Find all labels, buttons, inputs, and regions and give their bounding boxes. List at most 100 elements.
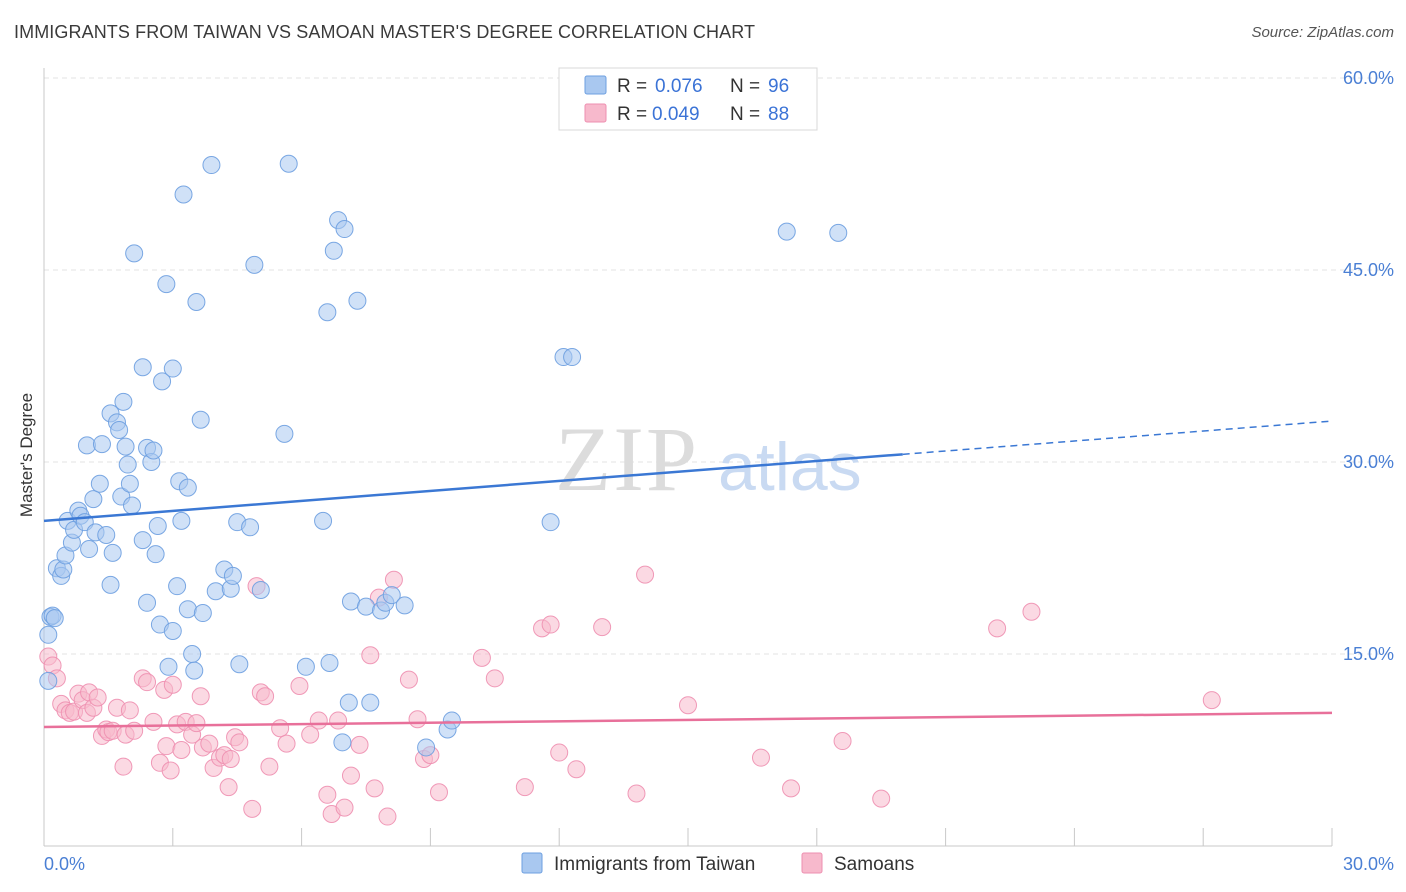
samoan-trend-line [43, 711, 1333, 729]
samoan-point [541, 615, 560, 634]
taiwan-point [183, 645, 202, 663]
taiwan-point [168, 577, 187, 596]
taiwan-point [341, 592, 360, 611]
taiwan-point [178, 600, 197, 619]
taiwan-point [339, 693, 358, 712]
samoan-point [627, 784, 646, 803]
samoan-point [144, 712, 163, 731]
taiwan-point [202, 156, 221, 175]
samoan-point [335, 798, 354, 817]
samoan-point [384, 570, 403, 589]
samoan-point [515, 778, 534, 797]
taiwan-point [395, 596, 414, 615]
taiwan-point [144, 441, 163, 460]
samoan-point [350, 735, 369, 754]
taiwan-point [314, 511, 333, 530]
taiwan-point [172, 511, 191, 530]
samoan-point [200, 734, 219, 753]
samoan-point [567, 760, 586, 779]
series-legend: Immigrants from Taiwan Samoans [521, 852, 914, 875]
taiwan-point [318, 303, 337, 322]
taiwan-point [159, 657, 178, 676]
taiwan-point [77, 436, 96, 455]
samoan-point [301, 725, 320, 744]
x-tick-label-max: 30.0% [1343, 854, 1394, 874]
samoan-point [872, 789, 891, 808]
legend-n-value-taiwan: 96 [768, 76, 789, 97]
samoan-point [550, 743, 569, 762]
samoan-point [163, 675, 182, 694]
samoan-point [243, 799, 262, 818]
taiwan-point [157, 275, 176, 294]
samoan-point [277, 734, 296, 753]
taiwan-point [114, 392, 133, 411]
watermark-zip: ZIP [555, 408, 699, 510]
taiwan-point [163, 621, 182, 640]
samoan-point [138, 673, 157, 692]
taiwan-point [541, 513, 560, 532]
samoan-point [341, 766, 360, 785]
samoan-point [191, 687, 210, 706]
samoan-point [221, 749, 240, 768]
taiwan-point [279, 154, 298, 173]
taiwan-point [120, 474, 139, 493]
samoan-point [988, 619, 1007, 638]
taiwan-point [174, 185, 193, 204]
taiwan-point [324, 241, 343, 260]
samoan-point [318, 785, 337, 804]
taiwan-point [829, 223, 848, 242]
taiwan-point [187, 293, 206, 311]
samoan-point [1022, 602, 1041, 621]
taiwan-point [191, 410, 210, 429]
samoan-point [187, 714, 206, 733]
taiwan-point [153, 372, 172, 391]
taiwan-point [80, 540, 99, 559]
taiwan-point [251, 581, 270, 599]
taiwan-point [84, 490, 103, 509]
taiwan-point [103, 543, 122, 562]
samoan-point [161, 761, 180, 780]
taiwan-point [296, 657, 315, 676]
samoan-point [485, 669, 504, 688]
samoan-point [290, 677, 309, 695]
samoan-point [833, 732, 852, 751]
taiwan-point [123, 496, 142, 515]
series-legend-swatch-taiwan [521, 852, 543, 874]
taiwan-point [382, 586, 401, 605]
taiwan-series [39, 154, 848, 757]
taiwan-point [417, 738, 436, 757]
taiwan-point [275, 424, 294, 443]
taiwan-point [178, 478, 197, 497]
taiwan-point [148, 517, 167, 535]
taiwan-point [125, 244, 144, 263]
legend-swatch-samoan [584, 103, 607, 123]
samoan-point [157, 737, 176, 756]
legend-n-label-taiwan: N = [730, 76, 760, 97]
taiwan-point [335, 220, 354, 239]
legend-r-label-samoan: R = [617, 104, 647, 125]
samoan-point [260, 757, 279, 776]
x-tick-label-min: 0.0% [44, 854, 85, 874]
legend-r-label-taiwan: R = [617, 76, 647, 97]
samoan-point [361, 646, 380, 665]
samoan-point [219, 778, 238, 797]
samoan-point [751, 748, 770, 767]
y-tick-labels: 15.0% 30.0% 45.0% 60.0% [1343, 68, 1394, 664]
taiwan-point [133, 531, 152, 550]
chart-title: IMMIGRANTS FROM TAIWAN VS SAMOAN MASTER'… [14, 22, 756, 42]
x-tick-marks [43, 828, 1333, 846]
legend-r-value-samoan: 0.049 [652, 104, 700, 125]
taiwan-point [110, 421, 129, 439]
taiwan-point [777, 222, 796, 241]
taiwan-point [45, 609, 64, 628]
taiwan-point [357, 597, 375, 616]
taiwan-point [146, 545, 165, 564]
taiwan-point [133, 358, 152, 377]
samoan-point [365, 779, 384, 798]
taiwan-point [39, 625, 58, 644]
samoan-point [679, 696, 697, 715]
legend-n-label-samoan: N = [730, 104, 760, 125]
samoan-point [378, 807, 397, 826]
taiwan-point [90, 474, 109, 493]
